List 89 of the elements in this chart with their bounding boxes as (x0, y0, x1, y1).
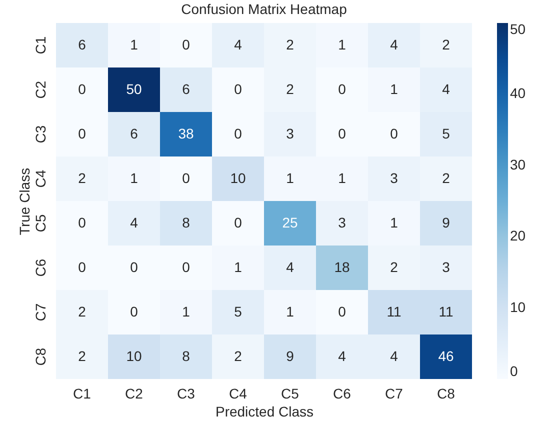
data-label: 6 (182, 80, 190, 97)
data-label: 2 (78, 170, 86, 186)
x-tick-label: C4 (229, 386, 248, 402)
data-label: 25 (282, 214, 298, 230)
data-label: 8 (182, 348, 190, 364)
data-label: 0 (78, 125, 86, 142)
data-label: 4 (442, 80, 450, 97)
data-label: 9 (286, 348, 294, 364)
data-label: 1 (130, 36, 138, 52)
data-label: 1 (234, 258, 242, 275)
data-label: 4 (390, 36, 398, 52)
data-label: 0 (338, 80, 346, 97)
data-label: 1 (338, 36, 346, 52)
data-label: 0 (338, 125, 346, 142)
y-tick-label: C2 (32, 80, 48, 99)
data-label: 50 (126, 80, 142, 97)
data-label: 2 (442, 170, 450, 186)
data-label: 2 (390, 258, 398, 275)
data-label: 1 (286, 303, 294, 320)
data-label: 11 (386, 303, 402, 320)
data-label: 0 (78, 214, 86, 230)
data-label: 0 (182, 170, 190, 186)
data-label: 0 (182, 36, 190, 52)
y-tick-label: C7 (32, 303, 48, 322)
data-label: 0 (182, 258, 190, 275)
data-label: 1 (390, 214, 398, 230)
data-label: 0 (234, 214, 242, 230)
y-tick-label: C4 (32, 170, 48, 188)
chart-title: Confusion Matrix Heatmap (181, 1, 348, 17)
color-bar-label: 30 (510, 156, 526, 172)
data-label: 3 (390, 170, 398, 186)
data-label: 38 (178, 125, 194, 142)
x-tick-label: C5 (281, 386, 300, 402)
data-label: 3 (338, 214, 346, 230)
data-label: 2 (78, 303, 86, 320)
data-label: 3 (286, 125, 294, 142)
color-bar-label: 10 (510, 298, 526, 315)
data-label: 46 (438, 348, 454, 364)
data-label: 1 (338, 170, 346, 186)
data-label: 11 (438, 303, 454, 320)
color-bar-label: 0 (510, 363, 518, 379)
data-label: 0 (234, 125, 242, 142)
data-label: 1 (182, 303, 190, 320)
y-tick-label: C8 (32, 348, 48, 366)
data-label: 5 (234, 303, 242, 320)
data-label: 2 (78, 348, 86, 364)
data-label: 1 (130, 170, 138, 186)
data-label: 0 (338, 303, 346, 320)
y-tick-label: C1 (32, 36, 48, 54)
data-label: 6 (78, 36, 86, 52)
data-label: 0 (78, 80, 86, 97)
data-label: 0 (130, 258, 138, 275)
data-label: 9 (442, 214, 450, 230)
y-axis-title: True Class (16, 168, 32, 236)
data-label: 10 (126, 348, 142, 364)
y-tick-label: C5 (32, 214, 48, 232)
data-label: 2 (286, 36, 294, 52)
x-tick-label: C6 (333, 386, 352, 402)
x-tick-label: C3 (177, 386, 196, 402)
data-label: 3 (442, 258, 450, 275)
data-label: 10 (230, 170, 246, 186)
data-label: 8 (182, 214, 190, 230)
y-tick-label: C3 (32, 125, 48, 144)
x-tick-label: C7 (385, 386, 404, 402)
data-label: 4 (338, 348, 346, 364)
data-label: 2 (442, 36, 450, 52)
data-label: 0 (390, 125, 398, 142)
x-tick-label: C2 (125, 386, 144, 402)
data-label: 4 (286, 258, 294, 275)
data-label: 18 (334, 258, 350, 275)
color-bar-label: 50 (510, 21, 526, 37)
data-label: 5 (442, 125, 450, 142)
data-label: 0 (130, 303, 138, 320)
data-label: 1 (286, 170, 294, 186)
color-bar-label: 20 (510, 228, 526, 244)
data-label: 2 (286, 80, 294, 97)
data-label: 0 (78, 258, 86, 275)
data-label: 2 (234, 348, 242, 364)
y-tick-label: C6 (32, 258, 48, 277)
data-label: 4 (390, 348, 398, 364)
color-bar-label: 40 (510, 85, 526, 102)
data-label: 1 (390, 80, 398, 97)
data-label: 4 (130, 214, 138, 230)
data-label: 6 (130, 125, 138, 142)
x-tick-label: C1 (73, 386, 92, 402)
data-label: 0 (234, 80, 242, 97)
x-tick-label: C8 (437, 386, 456, 402)
x-axis-title: Predicted Class (215, 404, 314, 420)
data-label: 4 (234, 36, 242, 52)
